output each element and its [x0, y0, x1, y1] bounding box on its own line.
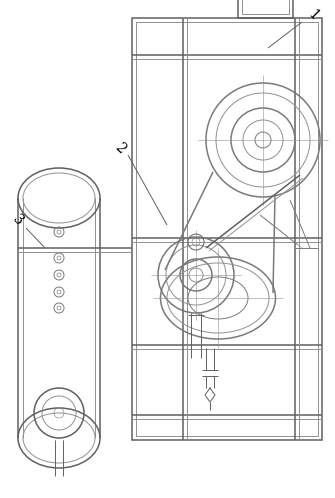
- Text: 2: 2: [112, 140, 128, 156]
- Bar: [242, 0, 289, 14]
- Text: 1: 1: [305, 7, 321, 23]
- Bar: [136, 22, 318, 436]
- Bar: [132, 18, 322, 440]
- Text: 3: 3: [10, 212, 26, 228]
- Bar: [238, 0, 293, 18]
